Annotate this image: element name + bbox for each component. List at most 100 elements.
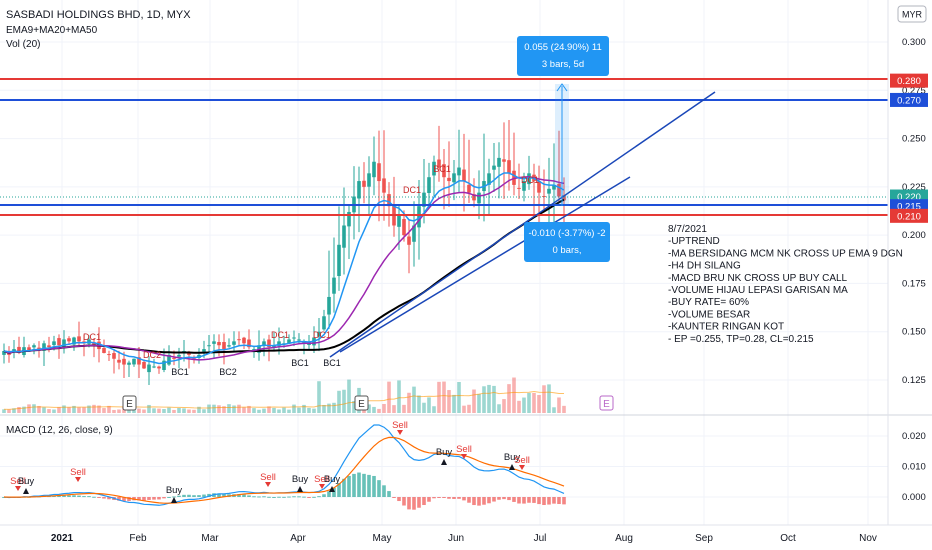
notes-annotation[interactable]: 8/7/2021-UPTREND-MA BERSIDANG MCM NK CRO…	[668, 224, 903, 345]
price-label-box	[890, 208, 928, 223]
time-tick: Jul	[534, 533, 547, 544]
candle-body	[367, 173, 371, 187]
volume-bars	[2, 377, 566, 413]
volume-bar	[487, 384, 491, 413]
candle-body	[77, 336, 81, 342]
macd-histogram-bar	[222, 494, 226, 497]
candle-body	[362, 180, 366, 187]
macd-histogram-bar	[97, 497, 101, 498]
candle-body	[122, 358, 126, 365]
sell-arrow	[265, 482, 271, 487]
candle-body	[202, 349, 206, 352]
macd-tick: 0.020	[902, 431, 926, 442]
macd-histogram-bar	[102, 497, 106, 499]
volume-bar	[22, 406, 26, 413]
macd-signal-label: Buy	[504, 452, 521, 463]
volume-bar	[477, 394, 481, 413]
currency-button[interactable]: MYR	[897, 5, 927, 23]
volume-bar	[162, 409, 166, 413]
candle-body	[487, 173, 491, 185]
candle-body	[327, 296, 331, 315]
volume-bar	[432, 406, 436, 413]
candle-body	[207, 345, 211, 347]
time-tick: Apr	[290, 533, 306, 544]
candle-body	[357, 181, 361, 199]
trend-line-2[interactable]	[339, 176, 631, 353]
note-line: - EP =0.255, TP=0.28, CL=0.215	[668, 334, 814, 345]
note-line: -BUY RATE= 60%	[668, 297, 749, 308]
candle-body	[477, 192, 481, 204]
price-label: 0.220	[897, 192, 921, 203]
macd-histogram-bar	[127, 497, 131, 502]
candle-body	[52, 341, 56, 346]
note-line: -KAUNTER RINGAN KOT	[668, 322, 784, 333]
trend-line-1[interactable]	[329, 91, 716, 358]
macd-histogram-bar	[352, 473, 356, 497]
macd-histogram-bar	[492, 497, 496, 502]
candle-body	[347, 211, 351, 227]
candle-body	[167, 354, 171, 365]
price-tick: 0.250	[902, 134, 926, 145]
price-tick: 0.175	[902, 278, 926, 289]
macd-histogram-bar	[207, 493, 211, 497]
candle-body	[232, 341, 236, 345]
candle-body	[242, 337, 246, 344]
macd-histogram-bar	[532, 497, 536, 503]
volume-bar	[12, 408, 16, 413]
volume-bar	[532, 392, 536, 413]
candle-body	[157, 366, 161, 369]
time-tick: Sep	[695, 533, 713, 544]
macd-signal-line	[3, 436, 565, 504]
macd-histogram-bar	[327, 491, 331, 497]
candle-body	[552, 184, 556, 190]
volume-bar	[332, 402, 336, 413]
candle-body	[252, 349, 256, 351]
event-badge[interactable]: E	[599, 395, 614, 411]
pattern-marker: DC1	[271, 330, 289, 340]
candle-body	[147, 364, 151, 373]
candle-body	[412, 225, 416, 242]
indicator-ma-legend[interactable]: EMA9+MA20+MA50	[6, 25, 98, 36]
macd-histogram-bar	[67, 495, 71, 497]
macd-histogram-bar	[157, 497, 161, 500]
candle-body	[57, 338, 61, 346]
candle-body	[177, 354, 181, 357]
candle-body	[227, 345, 231, 347]
event-badge[interactable]: E	[122, 395, 137, 411]
macd-histogram-bar	[267, 496, 271, 498]
volume-bar	[552, 407, 556, 413]
volume-bar	[557, 397, 561, 413]
volume-bar	[272, 407, 276, 413]
macd-histogram-bar	[562, 497, 566, 505]
candle-body	[527, 173, 531, 185]
volume-bar	[392, 405, 396, 413]
volume-bar	[152, 408, 156, 413]
volume-bar	[312, 408, 316, 413]
macd-histogram-bar	[217, 493, 221, 497]
note-line: -MA BERSIDANG MCM NK CROSS UP EMA 9 DGN	[668, 248, 903, 259]
macd-histogram-bar	[87, 496, 91, 498]
macd-histogram-bar	[392, 497, 396, 498]
volume-bar	[217, 405, 221, 413]
candle-body	[497, 157, 501, 167]
price-axis: 0.300 0.275 0.250 0.225 0.200 0.175 0.150 0.125	[902, 37, 926, 386]
candle-body	[337, 244, 341, 277]
candle-body	[247, 339, 251, 348]
macd-histogram-bar	[527, 497, 531, 503]
volume-bar	[177, 407, 181, 413]
macd-histogram-bar	[447, 497, 451, 499]
event-badge[interactable]: E	[354, 395, 369, 411]
macd-legend[interactable]: MACD (12, 26, close, 9)	[6, 425, 113, 436]
macd-histogram-bar	[357, 472, 361, 497]
macd-histogram-bar	[417, 497, 421, 508]
volume-bar	[402, 404, 406, 413]
indicator-vol-legend[interactable]: Vol (20)	[6, 39, 40, 50]
sell-arrow	[397, 430, 403, 435]
candle-body	[112, 353, 116, 359]
macd-histogram-bar	[407, 497, 411, 510]
svg-text:MYR: MYR	[902, 10, 923, 20]
note-line: -UPTREND	[668, 236, 720, 247]
buy-arrow	[297, 486, 303, 492]
candle-body	[492, 165, 496, 170]
